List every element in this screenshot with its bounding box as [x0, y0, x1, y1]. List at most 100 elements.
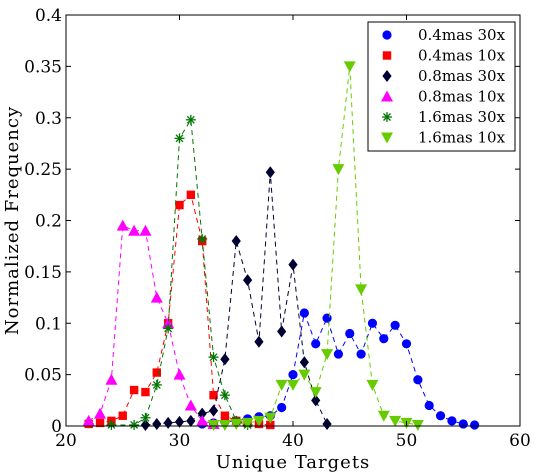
data-point [118, 411, 127, 420]
data-point [230, 418, 243, 430]
legend-label: 0.4mas 30x [418, 26, 506, 44]
y-axis-label: Normalized Frequency [2, 106, 23, 335]
legend-item: 0.4mas 30x [382, 26, 506, 44]
x-tick-label: 60 [509, 431, 531, 451]
y-tick-label: 0.1 [35, 314, 62, 334]
legend-item: 1.6mas 30x [382, 108, 506, 126]
data-point [266, 420, 275, 430]
series-2 [140, 166, 332, 431]
data-point [219, 390, 230, 401]
data-point [275, 379, 288, 391]
data-point [175, 200, 184, 210]
series-4 [106, 114, 253, 430]
series-5 [207, 61, 424, 431]
legend-label: 1.6mas 30x [418, 108, 506, 126]
data-point [377, 410, 390, 422]
data-point [184, 399, 197, 411]
x-axis-label: Unique Targets [216, 452, 371, 473]
data-point [447, 416, 457, 426]
x-tick-label: 40 [282, 431, 304, 451]
legend-item: 1.6mas 10x [381, 129, 506, 147]
series-layer [82, 61, 480, 431]
data-point [355, 284, 368, 296]
data-point [309, 387, 322, 399]
data-point [311, 339, 321, 349]
data-point [139, 224, 152, 236]
data-point [458, 419, 468, 429]
data-point [343, 61, 356, 73]
legend-box [367, 21, 516, 152]
data-point [411, 419, 424, 431]
y-tick-label: 0.35 [24, 57, 62, 77]
data-point [140, 412, 151, 423]
tick-layer: 20 30 40 50 60 0 0.05 0.1 0.15 0.2 0.25 0.3 0.35 0.4 [24, 6, 531, 451]
data-point [129, 385, 139, 395]
data-point [151, 379, 162, 390]
x-tick-label: 30 [169, 431, 191, 451]
data-point [366, 379, 379, 391]
data-point [264, 412, 277, 424]
data-point [186, 190, 196, 200]
y-tick-label: 0 [51, 417, 62, 437]
legend-marker [382, 112, 392, 122]
data-point [208, 404, 219, 417]
y-tick-label: 0.3 [35, 109, 62, 129]
data-point [152, 417, 162, 430]
data-point [82, 414, 95, 426]
data-point [265, 166, 275, 179]
y-tick-label: 0.05 [24, 366, 62, 386]
y-tick-label: 0.2 [35, 212, 62, 232]
legend-label: 0.8mas 30x [418, 67, 506, 85]
data-point [173, 368, 186, 380]
legend-label: 1.6mas 10x [418, 129, 506, 147]
data-point [140, 418, 151, 431]
data-point [150, 291, 163, 303]
data-point [218, 419, 231, 431]
data-point [299, 308, 309, 318]
data-point [116, 219, 129, 231]
data-point [401, 339, 412, 349]
x-tick-label: 50 [396, 431, 418, 451]
data-point [94, 407, 107, 419]
legend-item: 0.8mas 30x [382, 67, 506, 85]
y-tick-label: 0.15 [24, 263, 62, 283]
data-point [197, 233, 208, 244]
data-point [379, 334, 389, 344]
data-point [128, 224, 141, 236]
data-point [413, 375, 423, 385]
data-point [277, 325, 287, 338]
legend-marker [382, 51, 392, 60]
data-point [277, 402, 287, 413]
data-point [470, 420, 480, 430]
data-point [288, 258, 298, 271]
legend: 0.4mas 30x 0.4mas 10x 0.8mas 30x 0.8mas 10x… [367, 21, 516, 152]
data-point [241, 417, 254, 429]
data-point [356, 349, 366, 359]
data-point [220, 411, 230, 420]
data-point [288, 370, 298, 380]
data-point [322, 417, 332, 430]
data-point [174, 133, 185, 144]
data-point [435, 411, 446, 421]
data-point [321, 349, 334, 361]
series-line [111, 118, 248, 426]
legend-item: 0.8mas 10x [381, 88, 506, 106]
data-point [207, 419, 220, 431]
legend-marker [381, 90, 393, 102]
data-point [424, 400, 434, 411]
x-tick-label: 20 [55, 431, 77, 451]
data-point [389, 415, 402, 427]
data-point [209, 390, 218, 400]
data-point [390, 320, 400, 330]
data-point [196, 414, 209, 426]
data-point [298, 369, 311, 381]
data-point [332, 164, 345, 176]
legend-marker [381, 132, 393, 144]
data-point [333, 349, 343, 359]
data-point [231, 235, 241, 248]
data-point [311, 394, 321, 407]
data-point [345, 328, 355, 339]
data-point [186, 414, 196, 427]
data-point [322, 313, 332, 323]
